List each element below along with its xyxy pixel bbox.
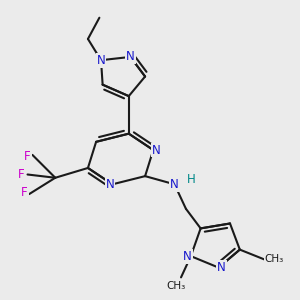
Text: N: N: [217, 261, 226, 274]
Text: F: F: [24, 150, 31, 163]
Text: N: N: [152, 143, 160, 157]
Text: N: N: [97, 54, 105, 67]
Text: N: N: [183, 250, 192, 263]
Text: N: N: [170, 178, 179, 191]
Text: H: H: [187, 173, 195, 186]
Text: CH₃: CH₃: [265, 254, 284, 264]
Text: N: N: [126, 50, 135, 63]
Text: CH₃: CH₃: [167, 280, 186, 290]
Text: N: N: [106, 178, 114, 191]
Text: F: F: [18, 168, 24, 181]
Text: F: F: [21, 186, 28, 199]
